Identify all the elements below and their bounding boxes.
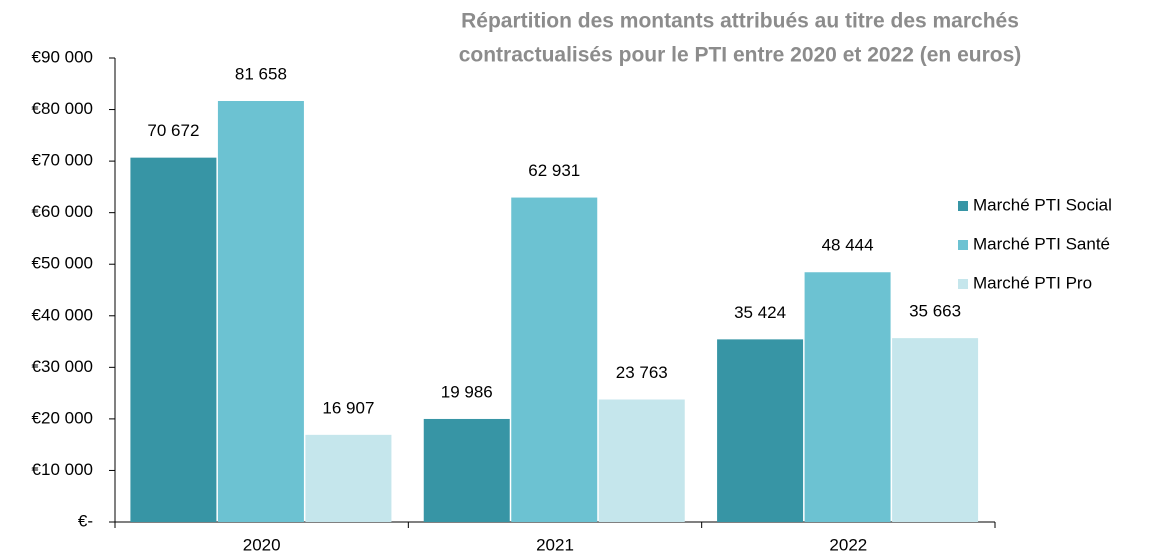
x-tick-label: 2021 xyxy=(536,535,574,554)
y-tick-label: €20 000 xyxy=(32,408,93,427)
legend-swatch xyxy=(958,201,968,211)
legend-label: Marché PTI Pro xyxy=(973,273,1092,292)
data-label: 62 931 xyxy=(528,161,580,180)
bar xyxy=(217,101,304,523)
y-tick-label: €40 000 xyxy=(32,305,93,324)
y-tick-label: €- xyxy=(78,511,93,530)
y-tick-label: €80 000 xyxy=(32,99,93,118)
chart-title: contractualisés pour le PTI entre 2020 e… xyxy=(459,44,1022,67)
data-label: 35 663 xyxy=(909,302,961,321)
x-tick-label: 2020 xyxy=(243,535,281,554)
legend-label: Marché PTI Social xyxy=(973,195,1112,214)
data-label: 35 424 xyxy=(734,303,786,322)
data-label: 81 658 xyxy=(235,64,287,83)
bar xyxy=(892,338,979,522)
y-tick-label: €90 000 xyxy=(32,47,93,66)
y-tick-label: €30 000 xyxy=(32,357,93,376)
y-tick-label: €60 000 xyxy=(32,202,93,221)
x-tick-label: 2022 xyxy=(829,535,867,554)
bar xyxy=(305,434,392,522)
data-label: 16 907 xyxy=(322,398,374,417)
data-label: 48 444 xyxy=(822,236,874,255)
legend-swatch xyxy=(958,240,968,250)
data-label: 19 986 xyxy=(441,382,493,401)
data-label: 23 763 xyxy=(616,363,668,382)
y-tick-label: €70 000 xyxy=(32,151,93,170)
chart-title: Répartition des montants attribués au ti… xyxy=(461,10,1019,33)
bar xyxy=(598,399,685,522)
bar xyxy=(511,197,598,523)
y-tick-label: €50 000 xyxy=(32,254,93,273)
bar xyxy=(804,272,891,522)
legend-label: Marché PTI Santé xyxy=(973,234,1110,253)
bar xyxy=(423,418,510,522)
bar xyxy=(130,157,217,522)
legend-swatch xyxy=(958,279,968,289)
data-label: 70 672 xyxy=(147,121,199,140)
y-tick-label: €10 000 xyxy=(32,460,93,479)
bar xyxy=(717,339,804,522)
